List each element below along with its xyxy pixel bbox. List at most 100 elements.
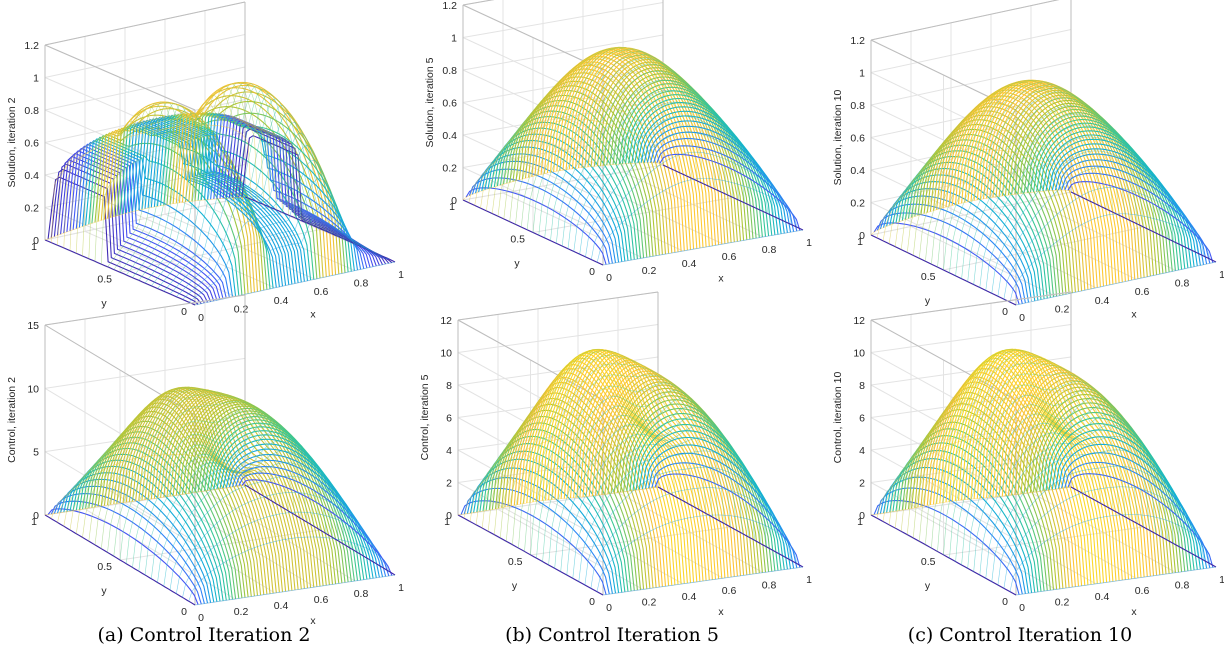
surface-curve [1003, 187, 1205, 300]
surface-curve [961, 97, 1162, 279]
z-tick-label: 0 [446, 510, 452, 522]
surface-curve [591, 151, 792, 260]
surface-curve [1009, 213, 1211, 303]
surface-curve [457, 486, 659, 516]
surface-curve [88, 85, 290, 259]
x-tick-label: 0.2 [1055, 596, 1070, 608]
x-tick-label: 0 [606, 602, 612, 614]
surface-curve [907, 89, 1108, 253]
y-tick-label: 0.5 [510, 234, 525, 246]
surface-curve [101, 386, 302, 549]
z-tick-label: 0 [451, 195, 457, 207]
z-tick-label: 8 [446, 380, 452, 392]
surface-curve [521, 46, 722, 228]
x-tick-label: 0 [1019, 602, 1025, 614]
caption-a: (a) Control Iteration 2 [97, 624, 311, 646]
x-tick-label: 0.6 [1135, 585, 1150, 597]
y-tick-label: 1 [31, 516, 37, 528]
z-axis-label: Solution, iteration 2 [6, 97, 18, 187]
y-tick-label: 0 [589, 596, 595, 608]
x-tick-label: 0.6 [314, 594, 329, 606]
z-tick-label: 0.8 [850, 100, 865, 112]
surface-curve [126, 408, 327, 564]
z-tick-label: 1 [451, 33, 457, 45]
surface-curve [943, 84, 1144, 271]
x-axis-label: x [718, 606, 724, 618]
z-axis-label: Control, iteration 10 [832, 372, 844, 464]
y-axis-label: y [514, 258, 520, 270]
surface-curve [937, 81, 1138, 268]
y-tick-label: 1 [31, 241, 37, 253]
z-tick-label: 0.8 [24, 105, 39, 117]
x-tick-label: 0.8 [354, 278, 369, 290]
grid-line [44, 34, 246, 78]
x-tick-label: 0.6 [314, 286, 329, 298]
z-tick-label: 0 [859, 230, 865, 242]
surface-curve [44, 196, 246, 241]
z-tick-label: 2 [859, 478, 865, 490]
x-tick-label: 0.4 [274, 295, 289, 307]
surface-panel-solution-5: 00.20.40.60.8100.5100.20.40.60.811.2xySo… [424, 0, 812, 285]
y-tick-label: 1 [857, 236, 863, 248]
box-edge [457, 291, 659, 321]
y-tick-label: 1 [857, 516, 863, 528]
surface-curve [882, 195, 1030, 303]
surface-curve [949, 381, 1150, 559]
y-tick-label: 0 [1002, 306, 1008, 318]
surface-curve [937, 362, 1138, 552]
surface-curve [1015, 261, 1217, 306]
z-tick-label: 6 [446, 413, 452, 425]
surface-curve [82, 89, 283, 257]
surface-curve [480, 83, 681, 209]
grid-line [870, 29, 1072, 73]
z-axis-label: Solution, iteration 10 [832, 89, 844, 185]
grid-line [457, 389, 659, 418]
box-edge [462, 0, 495, 6]
z-tick-label: 6 [859, 413, 865, 425]
surface-curve [51, 124, 252, 243]
x-tick-label: 0 [198, 312, 204, 324]
x-tick-label: 0.4 [682, 591, 697, 603]
grid-line [462, 34, 664, 71]
grid-line [870, 61, 1072, 106]
surface-curve [548, 398, 749, 566]
surface-curve [132, 415, 333, 568]
x-tick-label: 0.6 [722, 585, 737, 597]
x-tick-label: 1 [806, 237, 812, 249]
x-tick-label: 0.4 [1095, 295, 1110, 307]
z-tick-label: 0.6 [850, 133, 865, 145]
y-axis-label: y [925, 580, 931, 592]
surface-curve [188, 202, 389, 303]
surface-curve [94, 83, 296, 262]
z-tick-label: 4 [859, 445, 865, 457]
surface-curve [468, 118, 670, 203]
surface-curve [536, 382, 737, 559]
x-tick-label: 0.4 [682, 258, 697, 270]
z-tick-label: 0.2 [850, 198, 865, 210]
surface-curve [894, 103, 1096, 247]
surface-curve [997, 167, 1199, 297]
z-tick-label: 0 [859, 510, 865, 522]
surface-curve [596, 514, 798, 592]
surface-curve [491, 63, 693, 214]
surface-curve [76, 403, 277, 534]
surface-curve [69, 412, 271, 531]
surface-curve [188, 536, 390, 602]
surface-curve [182, 511, 383, 598]
y-tick-label: 0 [181, 306, 187, 318]
y-tick-label: 0.5 [97, 274, 112, 286]
surface-curve [82, 396, 283, 538]
surface-curve [913, 84, 1114, 256]
z-tick-label: 0.4 [24, 170, 39, 182]
surface-curve [512, 350, 713, 545]
surface-curve [474, 97, 675, 206]
surface-curve [57, 112, 258, 246]
surface-curve [44, 484, 246, 516]
z-tick-label: 0 [33, 235, 39, 247]
surface-curve [88, 390, 290, 542]
y-axis-label: y [512, 580, 518, 592]
z-tick-label: 0 [33, 510, 39, 522]
surface-curve [57, 436, 258, 523]
y-tick-label: 0.5 [921, 271, 936, 283]
x-axis-label: x [718, 273, 724, 285]
